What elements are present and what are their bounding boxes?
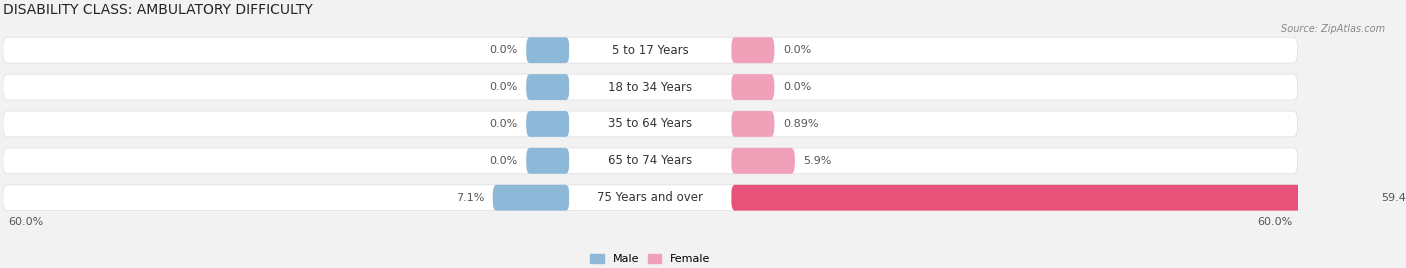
Text: 35 to 64 Years: 35 to 64 Years	[609, 117, 692, 131]
FancyBboxPatch shape	[569, 150, 731, 172]
Text: Source: ZipAtlas.com: Source: ZipAtlas.com	[1281, 24, 1385, 34]
Legend: Male, Female: Male, Female	[591, 254, 710, 264]
Text: 75 Years and over: 75 Years and over	[598, 191, 703, 204]
Text: 0.0%: 0.0%	[783, 45, 811, 55]
FancyBboxPatch shape	[731, 148, 794, 174]
Text: 60.0%: 60.0%	[8, 217, 44, 227]
FancyBboxPatch shape	[3, 37, 1298, 63]
FancyBboxPatch shape	[731, 74, 775, 100]
Text: 5 to 17 Years: 5 to 17 Years	[612, 44, 689, 57]
FancyBboxPatch shape	[492, 185, 569, 211]
FancyBboxPatch shape	[3, 148, 1298, 174]
FancyBboxPatch shape	[3, 74, 1298, 100]
Text: 59.4%: 59.4%	[1381, 193, 1406, 203]
FancyBboxPatch shape	[569, 76, 731, 98]
FancyBboxPatch shape	[526, 148, 569, 174]
FancyBboxPatch shape	[569, 39, 731, 61]
Text: 0.0%: 0.0%	[783, 82, 811, 92]
Text: 7.1%: 7.1%	[456, 193, 484, 203]
Text: 5.9%: 5.9%	[804, 156, 832, 166]
FancyBboxPatch shape	[3, 185, 1298, 211]
Text: 0.0%: 0.0%	[489, 82, 517, 92]
FancyBboxPatch shape	[731, 111, 775, 137]
FancyBboxPatch shape	[526, 111, 569, 137]
Text: 0.0%: 0.0%	[489, 119, 517, 129]
Text: 65 to 74 Years: 65 to 74 Years	[609, 154, 692, 167]
FancyBboxPatch shape	[3, 111, 1298, 137]
Text: 0.0%: 0.0%	[489, 156, 517, 166]
FancyBboxPatch shape	[569, 113, 731, 135]
Text: 0.0%: 0.0%	[489, 45, 517, 55]
Text: 60.0%: 60.0%	[1257, 217, 1292, 227]
FancyBboxPatch shape	[526, 74, 569, 100]
FancyBboxPatch shape	[569, 187, 731, 209]
FancyBboxPatch shape	[731, 37, 775, 63]
Text: 0.89%: 0.89%	[783, 119, 818, 129]
FancyBboxPatch shape	[526, 37, 569, 63]
Text: DISABILITY CLASS: AMBULATORY DIFFICULTY: DISABILITY CLASS: AMBULATORY DIFFICULTY	[3, 3, 312, 17]
FancyBboxPatch shape	[731, 185, 1372, 211]
Text: 18 to 34 Years: 18 to 34 Years	[609, 81, 692, 94]
